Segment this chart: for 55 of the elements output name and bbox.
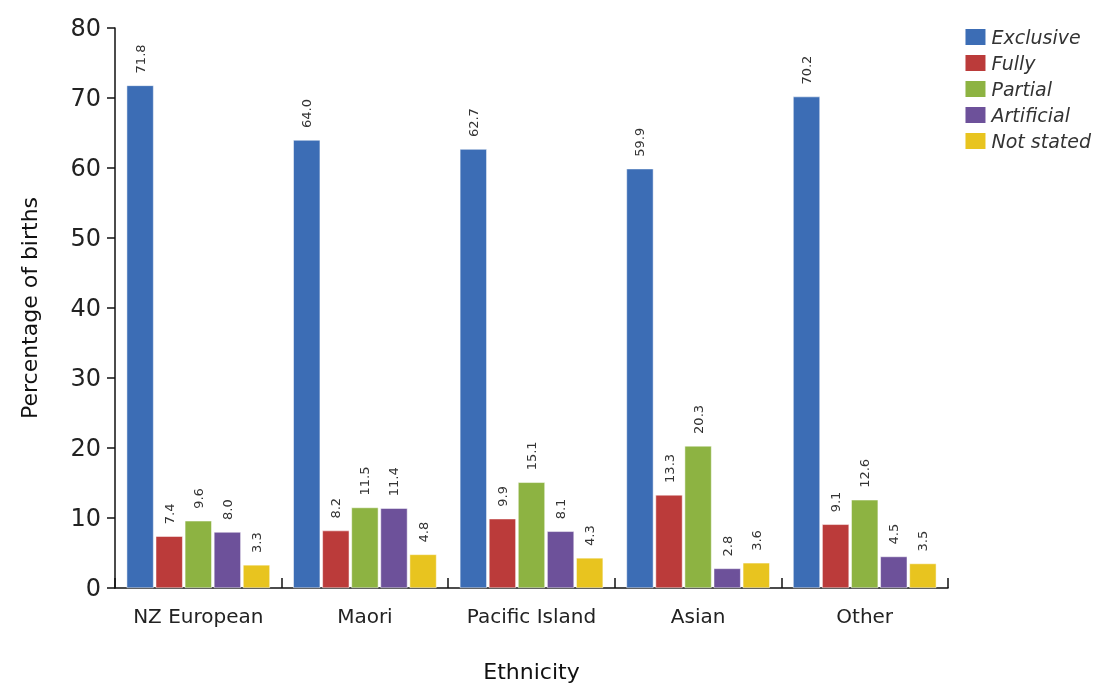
data-label: 3.3	[248, 532, 264, 553]
data-label: 12.6	[857, 458, 873, 488]
data-label: 3.5	[915, 530, 931, 552]
data-label: 4.8	[415, 521, 431, 543]
x-tick-label: NZ European	[133, 604, 264, 628]
data-label: 70.2	[799, 55, 815, 85]
legend-label: Exclusive	[991, 26, 1081, 48]
x-axis-title: Ethnicity	[483, 658, 580, 684]
y-tick-label: 80	[70, 14, 101, 42]
y-tick-label: 10	[70, 504, 101, 532]
y-tick-label: 0	[85, 574, 101, 602]
y-axis-title: Percentage of births	[16, 196, 42, 420]
data-label: 8.1	[553, 498, 569, 520]
bar	[547, 531, 575, 588]
legend-label: Fully	[991, 52, 1037, 74]
data-label: 9.9	[494, 486, 510, 507]
x-tick-label: Maori	[337, 604, 393, 628]
data-label: 9.6	[190, 488, 206, 509]
data-label: 64.0	[299, 99, 315, 128]
legend-label: Artificial	[989, 104, 1071, 126]
data-label: 59.9	[632, 127, 648, 157]
bar	[822, 524, 850, 588]
data-label: 7.4	[161, 503, 177, 525]
data-label: 9.1	[828, 491, 844, 513]
data-label: 11.5	[357, 466, 373, 496]
bar	[576, 557, 604, 588]
y-tick-label: 20	[70, 434, 101, 462]
legend-label: Not stated	[991, 130, 1092, 152]
data-label: 8.0	[219, 499, 235, 520]
data-label: 3.6	[748, 530, 764, 551]
data-label: 11.4	[386, 467, 402, 497]
data-label: 71.8	[132, 44, 148, 74]
y-tick-label: 40	[70, 294, 101, 322]
data-label: 15.1	[524, 441, 539, 471]
data-label: 13.3	[661, 453, 677, 483]
x-tick-label: Asian	[670, 604, 726, 628]
data-label: 20.3	[690, 404, 706, 434]
bar	[488, 518, 516, 588]
data-label: 62.7	[465, 108, 481, 138]
bar	[459, 149, 487, 588]
y-tick-label: 30	[70, 364, 101, 392]
legend-label: Partial	[991, 78, 1053, 100]
data-label: 8.2	[328, 497, 344, 519]
bar	[243, 564, 270, 588]
bar	[793, 96, 820, 588]
data-label: 2.8	[719, 535, 735, 557]
bar	[518, 482, 545, 588]
data-label: 4.3	[582, 525, 598, 546]
y-tick-label: 70	[70, 84, 101, 112]
y-tick-label: 60	[70, 154, 101, 182]
bar	[213, 532, 241, 588]
y-tick-label: 50	[70, 224, 101, 252]
x-tick-label: Pacific Island	[466, 604, 597, 628]
x-tick-label: Other	[836, 604, 894, 628]
data-label: 4.5	[886, 523, 902, 545]
